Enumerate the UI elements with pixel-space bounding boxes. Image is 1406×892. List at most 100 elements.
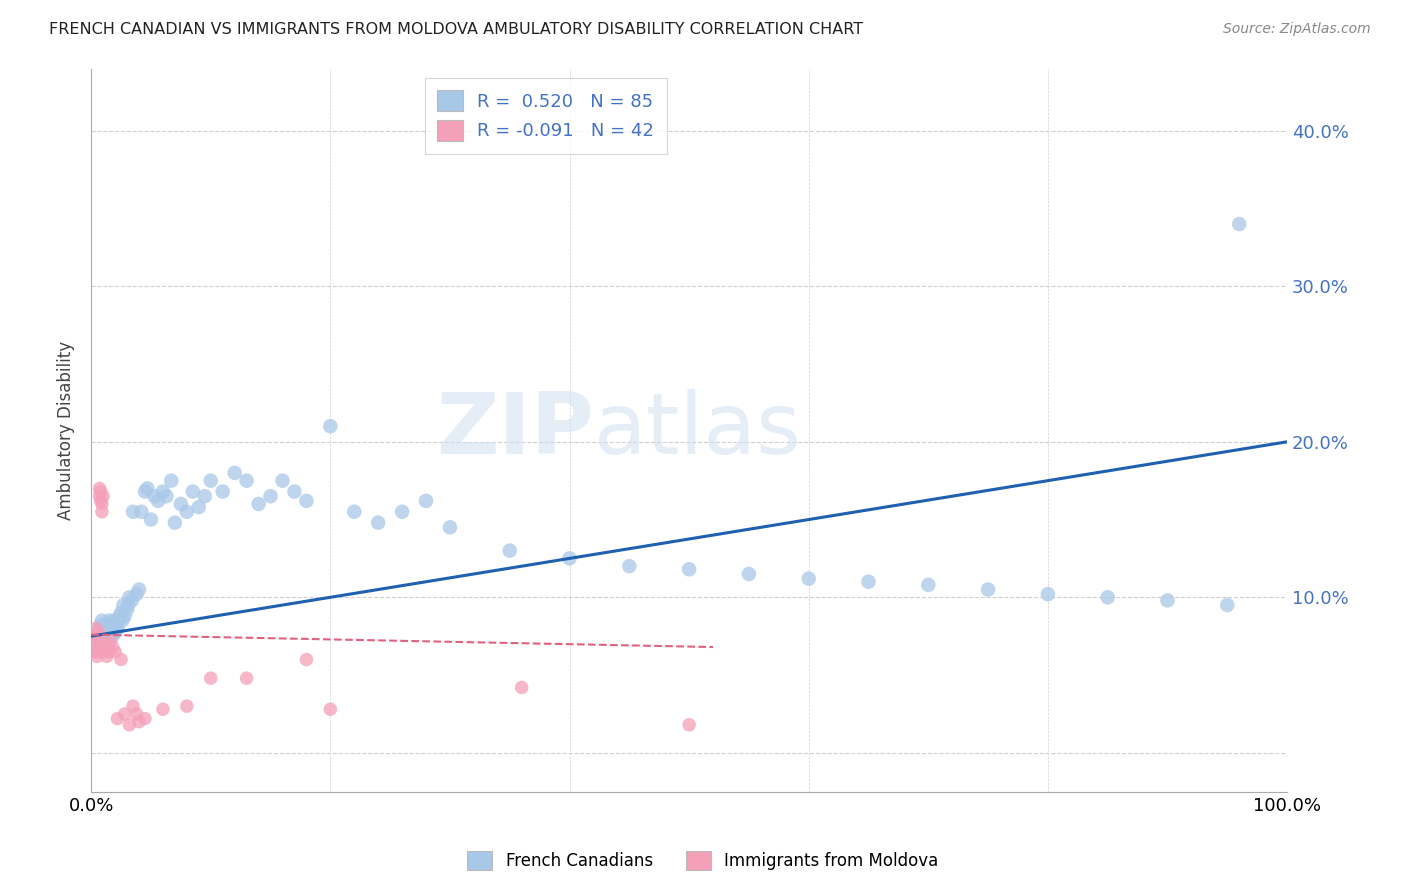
Point: [94, 629, 117, 643]
Point: [1036, 587, 1059, 601]
Point: [176, 505, 198, 519]
Point: [84, 631, 107, 645]
Text: FRENCH CANADIAN VS IMMIGRANTS FROM MOLDOVA AMBULATORY DISABILITY CORRELATION CHA: FRENCH CANADIAN VS IMMIGRANTS FROM MOLDO…: [49, 22, 863, 37]
Point: [858, 574, 880, 589]
Point: [107, 621, 129, 635]
Point: [152, 702, 174, 716]
Point: [738, 566, 761, 581]
Point: [97, 640, 120, 654]
Point: [114, 706, 136, 721]
Point: [93, 640, 115, 654]
Point: [678, 718, 700, 732]
Point: [176, 699, 198, 714]
Point: [122, 505, 145, 519]
Point: [200, 474, 222, 488]
Point: [499, 543, 522, 558]
Point: [110, 652, 132, 666]
Point: [94, 618, 117, 632]
Point: [90, 505, 112, 519]
Point: [114, 609, 136, 624]
Point: [93, 645, 115, 659]
Point: [89, 489, 111, 503]
Point: [121, 593, 143, 607]
Point: [187, 500, 209, 514]
Point: [125, 706, 148, 721]
Point: [91, 489, 114, 503]
Point: [1097, 591, 1119, 605]
Point: [98, 614, 121, 628]
Point: [391, 505, 413, 519]
Point: [295, 652, 318, 666]
Point: [678, 562, 700, 576]
Point: [295, 494, 318, 508]
Point: [103, 614, 125, 628]
Point: [271, 474, 294, 488]
Point: [90, 497, 112, 511]
Point: [91, 640, 114, 654]
Point: [1216, 598, 1239, 612]
Point: [83, 629, 105, 643]
Point: [112, 598, 135, 612]
Point: [510, 681, 533, 695]
Point: [977, 582, 1000, 597]
Point: [86, 629, 108, 643]
Point: [115, 603, 138, 617]
Point: [152, 484, 174, 499]
Point: [83, 633, 105, 648]
Point: [87, 624, 110, 639]
Point: [83, 640, 105, 654]
Point: [155, 489, 177, 503]
Point: [96, 624, 118, 639]
Point: [107, 614, 129, 628]
Point: [105, 624, 128, 639]
Point: [98, 618, 121, 632]
Point: [163, 516, 186, 530]
Point: [111, 614, 134, 628]
Point: [91, 633, 114, 648]
Point: [917, 578, 939, 592]
Point: [558, 551, 581, 566]
Y-axis label: Ambulatory Disability: Ambulatory Disability: [58, 341, 75, 520]
Point: [235, 474, 257, 488]
Point: [89, 621, 111, 635]
Text: ZIP: ZIP: [436, 389, 593, 472]
Point: [90, 618, 112, 632]
Point: [98, 633, 121, 648]
Point: [104, 645, 127, 659]
Point: [283, 484, 305, 499]
Point: [235, 671, 257, 685]
Legend: R =  0.520   N = 85, R = -0.091   N = 42: R = 0.520 N = 85, R = -0.091 N = 42: [425, 78, 666, 153]
Point: [797, 572, 820, 586]
Point: [200, 671, 222, 685]
Point: [319, 702, 342, 716]
Point: [90, 614, 112, 628]
Point: [439, 520, 461, 534]
Point: [211, 484, 233, 499]
Point: [125, 587, 148, 601]
Point: [108, 609, 131, 624]
Point: [128, 714, 150, 729]
Point: [259, 489, 281, 503]
Point: [98, 624, 121, 639]
Point: [104, 618, 127, 632]
Point: [107, 712, 129, 726]
Point: [415, 494, 437, 508]
Legend: French Canadians, Immigrants from Moldova: French Canadians, Immigrants from Moldov…: [461, 844, 945, 877]
Point: [94, 637, 117, 651]
Point: [367, 516, 389, 530]
Point: [131, 505, 153, 519]
Point: [343, 505, 366, 519]
Text: atlas: atlas: [593, 389, 801, 472]
Point: [194, 489, 217, 503]
Point: [90, 484, 112, 499]
Point: [98, 629, 121, 643]
Point: [118, 718, 141, 732]
Point: [84, 621, 107, 635]
Point: [90, 494, 112, 508]
Point: [96, 633, 118, 648]
Point: [247, 497, 270, 511]
Point: [91, 624, 114, 639]
Point: [134, 712, 156, 726]
Text: Source: ZipAtlas.com: Source: ZipAtlas.com: [1223, 22, 1371, 37]
Point: [117, 598, 139, 612]
